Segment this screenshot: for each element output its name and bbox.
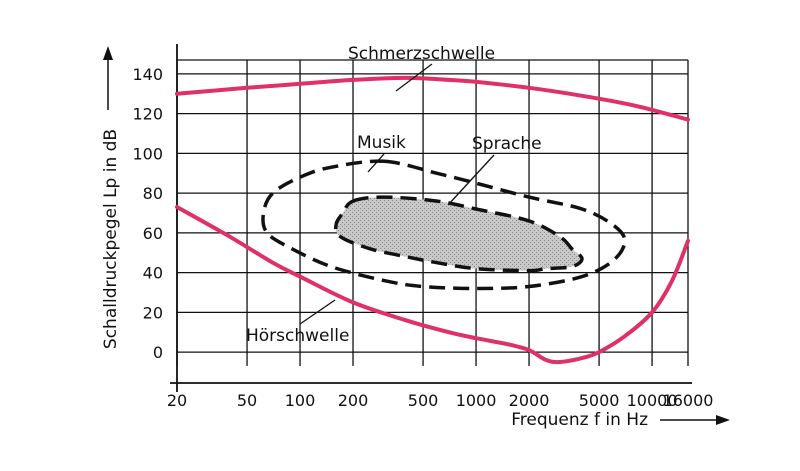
annotation-hoerschwelle: Hörschwelle (246, 326, 349, 346)
region-sprache (333, 195, 584, 273)
y-axis-label: Schalldruckpegel Lp in dB (101, 129, 121, 349)
y-tick-label: 100 (132, 144, 163, 163)
x-tick-label: 200 (338, 391, 369, 410)
x-tick-label: 5000 (579, 391, 620, 410)
leader-hoerschwelle (299, 299, 336, 325)
y-tick-label: 140 (132, 65, 163, 84)
y-tick-label: 80 (143, 184, 163, 203)
x-axis-arrowhead (716, 415, 730, 425)
y-tick-label: 40 (143, 264, 163, 283)
leader-musik (367, 153, 385, 173)
x-tick-label: 10000 (627, 391, 678, 410)
y-tick-label: 60 (143, 224, 163, 243)
x-axis-label: Frequenz f in Hz (511, 410, 648, 430)
series-lines (175, 75, 690, 365)
y-tick-label: 120 (132, 105, 163, 124)
leader-schmerzschwelle (395, 63, 433, 92)
y-axis-arrowhead (103, 46, 113, 60)
x-tick-label: 50 (237, 391, 257, 410)
leader-sprache (447, 154, 495, 206)
annotation-schmerzschwelle: Schmerzschwelle (348, 44, 495, 64)
region-musik (261, 159, 627, 291)
x-tick-label: 16000 (663, 391, 714, 410)
x-tick-label: 1000 (456, 391, 497, 410)
series-line-hoerschwelle (175, 205, 690, 365)
annotation-musik: Musik (357, 133, 406, 153)
x-tick-label: 20 (167, 391, 187, 410)
regions (261, 159, 627, 291)
y-tick-label: 0 (153, 343, 163, 362)
series-line-schmerzschwelle (175, 75, 690, 122)
x-tick-label: 100 (285, 391, 316, 410)
x-tick-label: 500 (408, 391, 439, 410)
y-tick-labels: 0 20 40 60 80 100 120 140 (132, 65, 163, 362)
y-tick-label: 20 (143, 303, 163, 322)
x-tick-label: 2000 (509, 391, 550, 410)
annotation-sprache: Sprache (472, 134, 542, 154)
axes (170, 44, 692, 392)
